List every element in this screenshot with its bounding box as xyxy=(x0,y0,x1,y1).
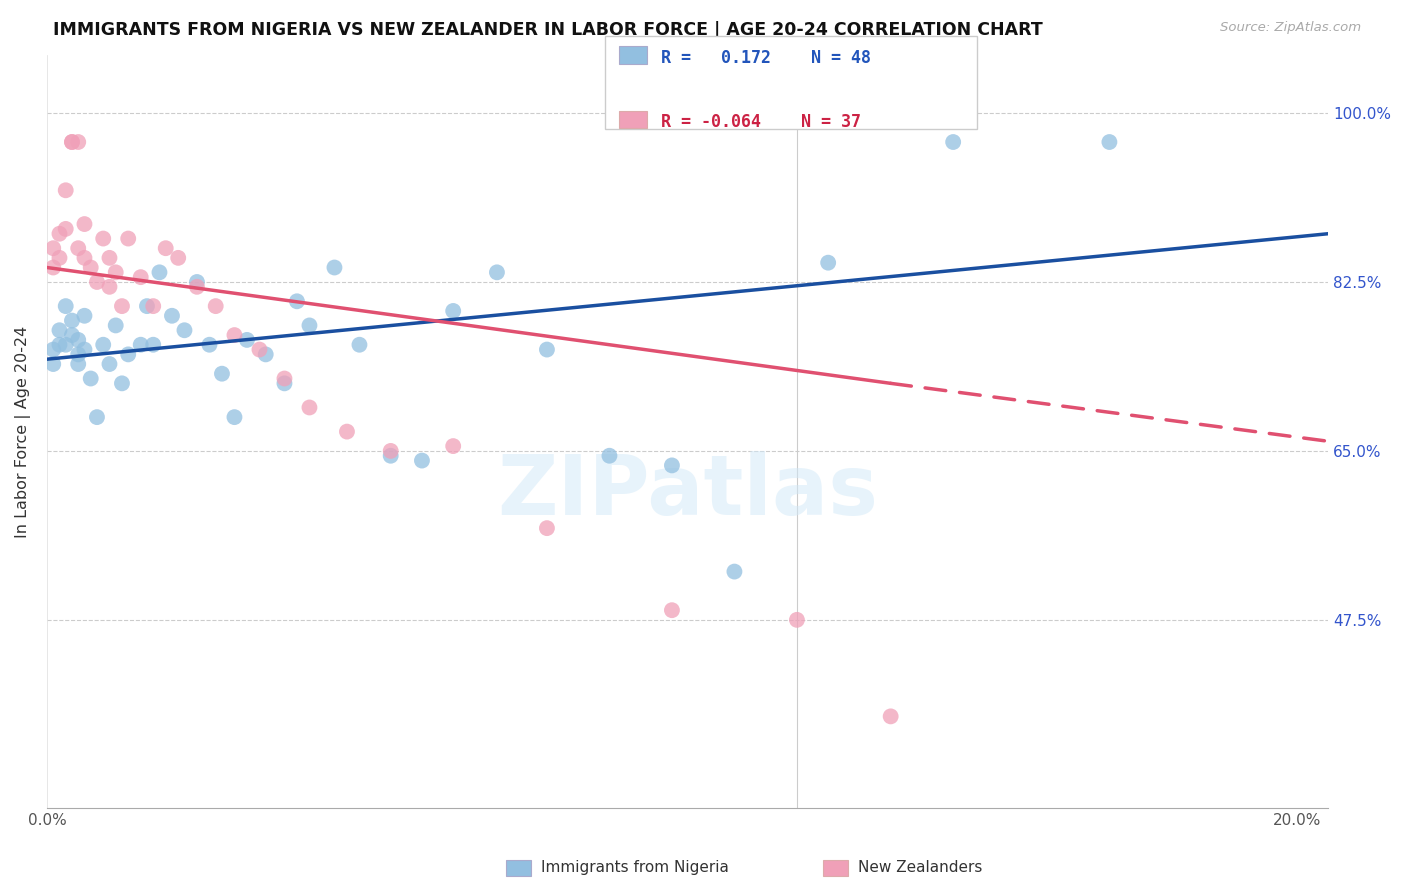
Point xyxy=(160,309,183,323)
Point xyxy=(91,231,114,245)
Point xyxy=(211,367,233,381)
Point xyxy=(411,453,433,467)
Point xyxy=(80,260,103,275)
Point xyxy=(67,241,90,255)
Point xyxy=(55,183,77,197)
Point xyxy=(173,323,195,337)
Point xyxy=(336,425,359,439)
Point xyxy=(167,251,190,265)
Point xyxy=(91,337,114,351)
Point xyxy=(942,135,965,149)
Point xyxy=(55,299,77,313)
Point xyxy=(204,299,226,313)
Point xyxy=(298,318,321,333)
Point xyxy=(48,251,70,265)
Point xyxy=(55,222,77,236)
Point xyxy=(155,241,177,255)
Point xyxy=(48,227,70,241)
Point xyxy=(67,333,90,347)
Point xyxy=(98,357,121,371)
Point xyxy=(236,333,259,347)
Point xyxy=(136,299,159,313)
Point xyxy=(441,439,464,453)
Point xyxy=(249,343,271,357)
Point xyxy=(485,265,508,279)
Point xyxy=(298,401,321,415)
Point xyxy=(60,313,83,327)
Point xyxy=(73,309,96,323)
Point xyxy=(98,280,121,294)
Point xyxy=(67,357,90,371)
Point xyxy=(380,444,402,458)
Point xyxy=(42,357,65,371)
Point xyxy=(104,318,127,333)
Point xyxy=(1098,135,1121,149)
Text: R = -0.064    N = 37: R = -0.064 N = 37 xyxy=(661,113,860,131)
Point xyxy=(273,371,295,385)
Point xyxy=(786,613,808,627)
Point xyxy=(111,299,134,313)
Point xyxy=(349,337,371,351)
Point xyxy=(879,709,901,723)
Point xyxy=(104,265,127,279)
Point xyxy=(380,449,402,463)
Point xyxy=(42,343,65,357)
Point xyxy=(186,280,208,294)
Point xyxy=(117,231,139,245)
Point xyxy=(224,410,246,425)
Point xyxy=(186,275,208,289)
Point xyxy=(98,251,121,265)
Point xyxy=(67,347,90,361)
Point xyxy=(817,255,839,269)
Point xyxy=(117,347,139,361)
Point xyxy=(441,304,464,318)
Point xyxy=(48,337,70,351)
Point xyxy=(111,376,134,391)
Point xyxy=(67,135,90,149)
Point xyxy=(661,458,683,473)
Text: New Zealanders: New Zealanders xyxy=(858,861,981,875)
Point xyxy=(323,260,346,275)
Point xyxy=(73,343,96,357)
Point xyxy=(60,135,83,149)
Point xyxy=(73,251,96,265)
Point xyxy=(273,376,295,391)
Point xyxy=(285,294,308,309)
Point xyxy=(536,521,558,535)
Point xyxy=(723,565,745,579)
Point xyxy=(42,260,65,275)
Point xyxy=(142,337,165,351)
Point xyxy=(60,328,83,343)
Point xyxy=(148,265,170,279)
Text: ZIPatlas: ZIPatlas xyxy=(498,451,879,533)
Point xyxy=(42,241,65,255)
Point xyxy=(129,270,152,285)
Point xyxy=(55,337,77,351)
Point xyxy=(224,328,246,343)
Text: IMMIGRANTS FROM NIGERIA VS NEW ZEALANDER IN LABOR FORCE | AGE 20-24 CORRELATION : IMMIGRANTS FROM NIGERIA VS NEW ZEALANDER… xyxy=(53,21,1043,39)
Point xyxy=(86,410,108,425)
Point xyxy=(536,343,558,357)
Point xyxy=(142,299,165,313)
Point xyxy=(198,337,221,351)
Y-axis label: In Labor Force | Age 20-24: In Labor Force | Age 20-24 xyxy=(15,326,31,538)
Point xyxy=(129,337,152,351)
Point xyxy=(73,217,96,231)
Point xyxy=(86,275,108,289)
Point xyxy=(80,371,103,385)
Point xyxy=(60,135,83,149)
Point xyxy=(48,323,70,337)
Text: Immigrants from Nigeria: Immigrants from Nigeria xyxy=(541,861,730,875)
Text: Source: ZipAtlas.com: Source: ZipAtlas.com xyxy=(1220,21,1361,35)
Point xyxy=(661,603,683,617)
Point xyxy=(598,449,620,463)
Text: R =   0.172    N = 48: R = 0.172 N = 48 xyxy=(661,49,870,67)
Point xyxy=(254,347,277,361)
